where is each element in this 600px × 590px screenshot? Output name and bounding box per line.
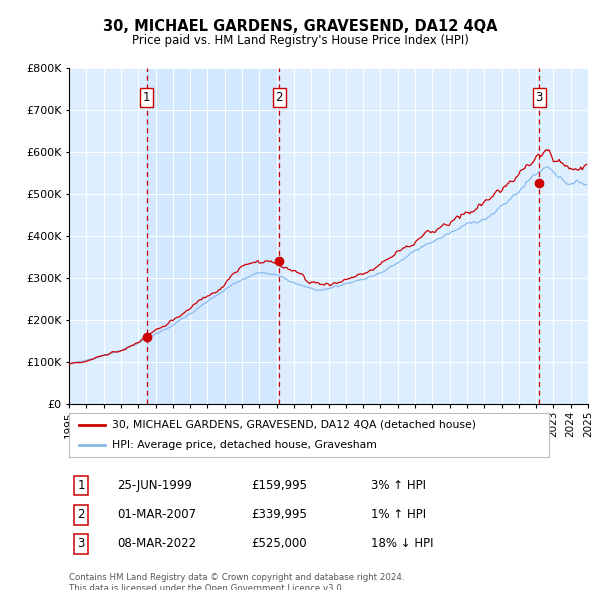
Text: 30, MICHAEL GARDENS, GRAVESEND, DA12 4QA (detached house): 30, MICHAEL GARDENS, GRAVESEND, DA12 4QA… xyxy=(112,420,476,430)
Text: 2: 2 xyxy=(275,91,283,104)
Text: Contains HM Land Registry data © Crown copyright and database right 2024.: Contains HM Land Registry data © Crown c… xyxy=(69,573,404,582)
Text: 1% ↑ HPI: 1% ↑ HPI xyxy=(371,508,427,522)
Text: 08-MAR-2022: 08-MAR-2022 xyxy=(117,537,196,550)
Text: 1: 1 xyxy=(143,91,150,104)
Text: 18% ↓ HPI: 18% ↓ HPI xyxy=(371,537,434,550)
Text: HPI: Average price, detached house, Gravesham: HPI: Average price, detached house, Grav… xyxy=(112,440,377,450)
Bar xyxy=(146,68,280,404)
Text: 01-MAR-2007: 01-MAR-2007 xyxy=(117,508,196,522)
Text: £525,000: £525,000 xyxy=(251,537,307,550)
Text: 1: 1 xyxy=(77,479,85,492)
Text: 3: 3 xyxy=(77,537,85,550)
Text: This data is licensed under the Open Government Licence v3.0.: This data is licensed under the Open Gov… xyxy=(69,584,344,590)
Text: £159,995: £159,995 xyxy=(251,479,307,492)
Text: 3: 3 xyxy=(536,91,543,104)
Text: Price paid vs. HM Land Registry's House Price Index (HPI): Price paid vs. HM Land Registry's House … xyxy=(131,34,469,47)
Text: 2: 2 xyxy=(77,508,85,522)
Text: 30, MICHAEL GARDENS, GRAVESEND, DA12 4QA: 30, MICHAEL GARDENS, GRAVESEND, DA12 4QA xyxy=(103,19,497,34)
Text: 25-JUN-1999: 25-JUN-1999 xyxy=(117,479,192,492)
Text: 3% ↑ HPI: 3% ↑ HPI xyxy=(371,479,427,492)
Text: £339,995: £339,995 xyxy=(251,508,307,522)
